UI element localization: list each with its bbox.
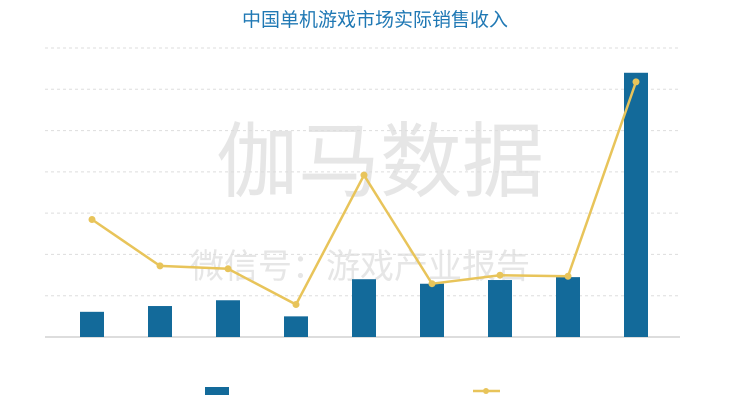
bar xyxy=(216,300,240,337)
growth-point xyxy=(496,271,504,279)
bar xyxy=(352,279,376,337)
bar xyxy=(420,283,444,337)
legend-line-marker xyxy=(483,388,489,394)
chart-title: 中国单机游戏市场实际销售收入 xyxy=(242,9,508,31)
watermark-main: 伽马数据 xyxy=(216,115,544,210)
bar xyxy=(488,280,512,337)
bar xyxy=(148,306,172,337)
growth-point xyxy=(564,272,572,280)
bar xyxy=(80,311,104,337)
growth-point xyxy=(88,215,96,223)
growth-point xyxy=(428,280,436,288)
growth-point xyxy=(360,171,368,179)
bar xyxy=(556,277,580,337)
growth-point xyxy=(632,78,640,86)
growth-point xyxy=(224,265,232,273)
growth-point xyxy=(292,301,300,309)
legend-bar-swatch xyxy=(205,387,229,395)
bar xyxy=(624,72,648,338)
bar xyxy=(284,316,308,337)
growth-point xyxy=(156,262,164,270)
